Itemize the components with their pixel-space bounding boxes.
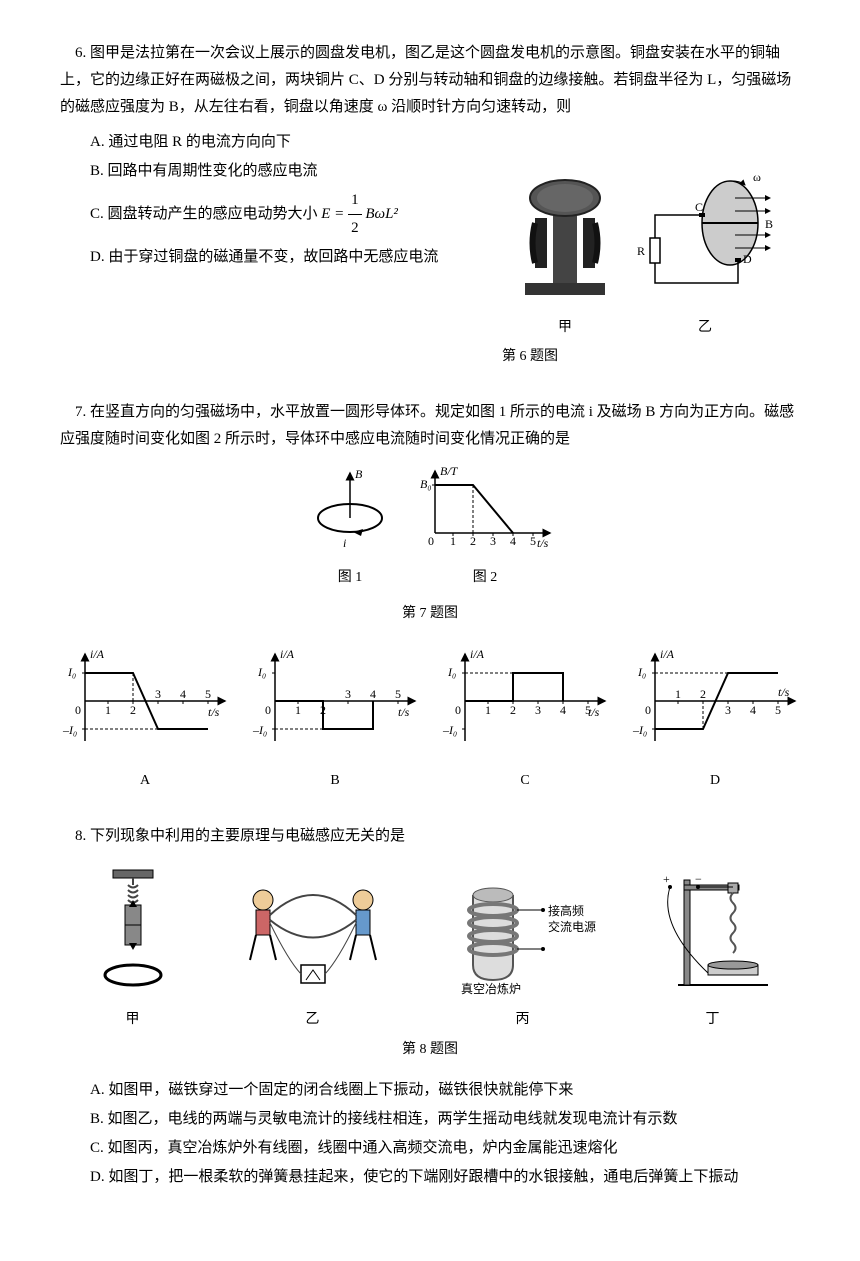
- svg-text:5: 5: [585, 703, 591, 717]
- svg-text:+: +: [663, 872, 670, 886]
- q8-figure-jia: 甲: [83, 865, 183, 1032]
- svg-text:4: 4: [750, 703, 756, 717]
- q7-choice-a: i/A t/s I₀ –I₀ 0 1 2 3 4 5: [60, 646, 230, 793]
- svg-text:3: 3: [535, 703, 541, 717]
- svg-text:−: −: [695, 872, 702, 886]
- svg-text:3: 3: [490, 534, 496, 548]
- svg-text:3: 3: [725, 703, 731, 717]
- q7-caption: 第 7 题图: [60, 601, 800, 626]
- question-7: 7. 在竖直方向的匀强磁场中，水平放置一圆形导体环。规定如图 1 所示的电流 i…: [60, 399, 800, 793]
- svg-text:–I₀: –I₀: [62, 723, 77, 737]
- q6-num: 6.: [75, 45, 86, 61]
- q6-figure-jia: 甲: [505, 163, 625, 340]
- q8-figure-yi: 乙: [228, 865, 398, 1032]
- svg-text:–I₀: –I₀: [632, 723, 647, 737]
- svg-text:i/A: i/A: [90, 647, 105, 661]
- svg-text:B: B: [765, 217, 773, 231]
- svg-text:1: 1: [295, 703, 301, 717]
- question-8: 8. 下列现象中利用的主要原理与电磁感应无关的是 甲: [60, 823, 800, 1191]
- q7-choice-c: i/A t/s I₀ –I₀ 0 1 2 3 4 5 C: [440, 646, 610, 793]
- svg-text:B: B: [355, 467, 363, 481]
- svg-text:4: 4: [510, 534, 516, 548]
- svg-text:0: 0: [265, 703, 271, 717]
- question-6: 6. 图甲是法拉第在一次会议上展示的圆盘发电机，图乙是这个圆盘发电机的示意图。铜…: [60, 40, 800, 369]
- svg-text:5: 5: [205, 687, 211, 701]
- svg-text:3: 3: [155, 687, 161, 701]
- q8-figure-ding: + − 丁: [648, 865, 778, 1032]
- q6-caption: 第 6 题图: [260, 344, 800, 369]
- svg-text:4: 4: [180, 687, 186, 701]
- svg-text:5: 5: [775, 703, 781, 717]
- q7-num: 7.: [75, 404, 86, 420]
- q7-figure-1: B i 图 1: [305, 463, 395, 590]
- svg-text:i: i: [343, 536, 346, 550]
- q7-choice-b: i/A t/s I₀ –I₀ 0 1 2 3 4 5 B: [250, 646, 420, 793]
- svg-text:I₀: I₀: [67, 665, 76, 679]
- svg-text:t/s: t/s: [537, 536, 549, 550]
- q6-option-a: A. 通过电阻 R 的电流方向向下: [90, 129, 800, 156]
- svg-text:R: R: [637, 244, 645, 258]
- svg-text:2: 2: [700, 687, 706, 701]
- svg-text:–I₀: –I₀: [252, 723, 267, 737]
- svg-text:接高频: 接高频: [548, 903, 584, 918]
- q8-option-a: A. 如图甲，磁铁穿过一个固定的闭合线圈上下振动，磁铁很快就能停下来: [90, 1077, 800, 1104]
- svg-text:i/A: i/A: [660, 647, 675, 661]
- q6-text: 6. 图甲是法拉第在一次会议上展示的圆盘发电机，图乙是这个圆盘发电机的示意图。铜…: [60, 40, 800, 121]
- svg-text:2: 2: [130, 703, 136, 717]
- svg-text:ω: ω: [753, 170, 761, 184]
- svg-text:I₀: I₀: [257, 665, 266, 679]
- svg-text:D: D: [743, 252, 752, 266]
- q8-option-c: C. 如图丙，真空冶炼炉外有线圈，线圈中通入高频交流电，炉内金属能迅速熔化: [90, 1135, 800, 1162]
- svg-text:t/s: t/s: [398, 705, 410, 719]
- svg-text:0: 0: [428, 534, 434, 548]
- svg-text:t/s: t/s: [208, 705, 220, 719]
- q8-num: 8.: [75, 828, 86, 844]
- svg-text:2: 2: [510, 703, 516, 717]
- svg-text:B/T: B/T: [440, 464, 459, 478]
- q8-figure-bing: 接高频 交流电源 真空冶炼炉 丙: [443, 865, 603, 1032]
- svg-text:i/A: i/A: [470, 647, 485, 661]
- q8-option-d: D. 如图丁，把一根柔软的弹簧悬挂起来，使它的下端刚好跟槽中的水银接触，通电后弹…: [90, 1164, 800, 1191]
- q7-text: 在竖直方向的匀强磁场中，水平放置一圆形导体环。规定如图 1 所示的电流 i 及磁…: [60, 404, 794, 447]
- svg-text:C: C: [695, 200, 703, 214]
- svg-text:1: 1: [675, 687, 681, 701]
- svg-text:0: 0: [75, 703, 81, 717]
- svg-text:5: 5: [395, 687, 401, 701]
- svg-text:–I₀: –I₀: [442, 723, 457, 737]
- svg-text:4: 4: [370, 687, 376, 701]
- svg-text:4: 4: [560, 703, 566, 717]
- svg-text:i/A: i/A: [280, 647, 295, 661]
- q8-option-b: B. 如图乙，电线的两端与灵敏电流计的接线柱相连，两学生摇动电线就发现电流计有示…: [90, 1106, 800, 1133]
- svg-text:0: 0: [455, 703, 461, 717]
- q8-text: 下列现象中利用的主要原理与电磁感应无关的是: [90, 828, 405, 844]
- q6-figure-yi: ω B C D R 乙: [635, 163, 775, 340]
- svg-text:2: 2: [470, 534, 476, 548]
- svg-text:1: 1: [105, 703, 111, 717]
- svg-text:1: 1: [450, 534, 456, 548]
- svg-text:t/s: t/s: [778, 685, 790, 699]
- svg-text:0: 0: [645, 703, 651, 717]
- q8-caption: 第 8 题图: [60, 1037, 800, 1062]
- q7-choice-d: i/A t/s I₀ –I₀ 0 1 2 3 4 5: [630, 646, 800, 793]
- svg-text:1: 1: [485, 703, 491, 717]
- svg-text:B₀: B₀: [420, 477, 432, 491]
- q7-figure-2: B/T B₀ t/s 0 1 2 3 4 5 图 2: [415, 463, 555, 590]
- svg-text:交流电源: 交流电源: [548, 919, 596, 934]
- svg-text:5: 5: [530, 534, 536, 548]
- svg-text:3: 3: [345, 687, 351, 701]
- svg-text:I₀: I₀: [637, 665, 646, 679]
- svg-text:I₀: I₀: [447, 665, 456, 679]
- svg-text:真空冶炼炉: 真空冶炼炉: [461, 981, 521, 995]
